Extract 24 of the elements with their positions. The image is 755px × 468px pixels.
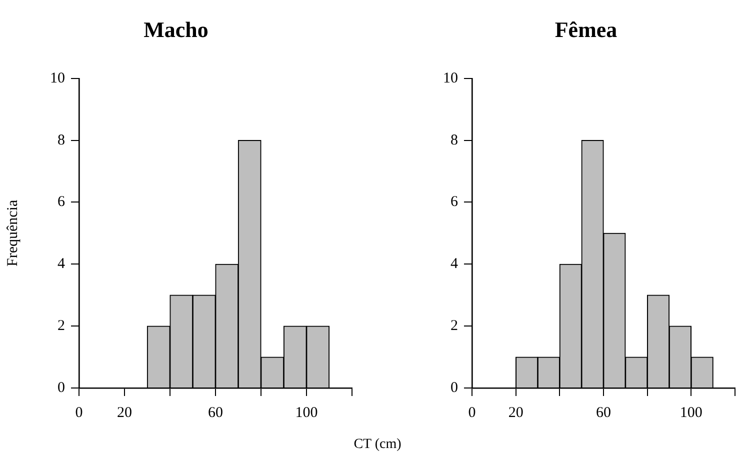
chart-title: Macho bbox=[144, 16, 208, 42]
y-tick-label: 6 bbox=[58, 194, 66, 210]
y-tick-label: 8 bbox=[450, 132, 458, 148]
x-tick-label: 20 bbox=[508, 404, 524, 421]
x-tick-label: 60 bbox=[596, 404, 611, 421]
y-tick-label: 4 bbox=[450, 256, 458, 272]
y-tick-label: 4 bbox=[58, 256, 66, 272]
y-tick-label: 8 bbox=[58, 132, 65, 148]
y-tick-label: 2 bbox=[58, 318, 65, 334]
x-tick-label: 0 bbox=[468, 404, 476, 421]
x-tick-label: 20 bbox=[117, 404, 132, 421]
x-tick-label: 100 bbox=[295, 404, 318, 421]
y-tick-label: 0 bbox=[450, 380, 458, 396]
y-tick-label: 6 bbox=[450, 194, 458, 210]
x-tick-label: 0 bbox=[75, 404, 83, 421]
y-tick-label: 10 bbox=[50, 70, 65, 86]
x-tick-label: 100 bbox=[680, 404, 702, 421]
x-axis-title: CT (cm) bbox=[352, 437, 402, 453]
chart-title: Fêmea bbox=[554, 16, 618, 42]
y-tick-label: 10 bbox=[443, 70, 458, 86]
x-tick-label: 60 bbox=[208, 404, 223, 421]
y-tick-label: 0 bbox=[58, 380, 65, 396]
y-tick-label: 2 bbox=[450, 318, 458, 334]
y-axis-title: Frequência bbox=[4, 200, 21, 267]
